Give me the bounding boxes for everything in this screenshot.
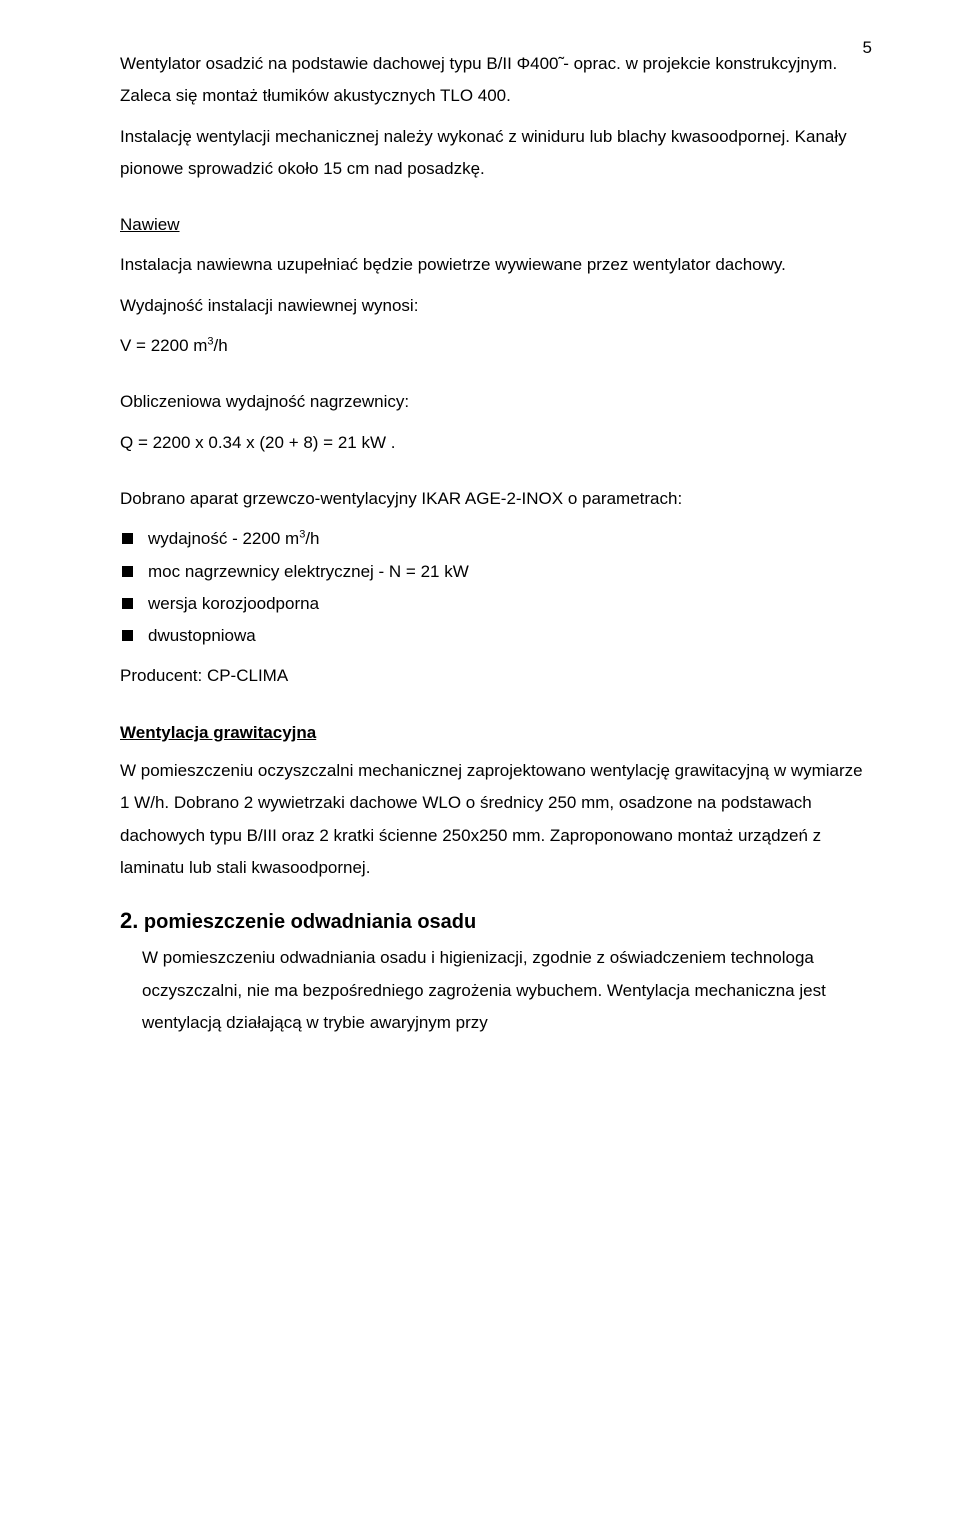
section-2-title: pomieszczenie odwadniania osadu — [138, 911, 476, 933]
nawiew-title: Nawiew — [120, 209, 864, 241]
section-2-block: 2. pomieszczenie odwadniania osadu W pom… — [120, 908, 864, 1039]
grawitacyjna-block: Wentylacja grawitacyjna W pomieszczeniu … — [120, 717, 864, 884]
aparat-bullet-text: moc nagrzewnicy elektrycznej - N = 21 kW — [148, 562, 469, 581]
aparat-bullet-list: wydajność - 2200 m3/h moc nagrzewnicy el… — [120, 523, 864, 652]
aparat-producer: Producent: CP-CLIMA — [120, 660, 864, 692]
aparat-bullet-text: wersja korozjoodporna — [148, 594, 319, 613]
obliczeniowa-block: Obliczeniowa wydajność nagrzewnicy: Q = … — [120, 386, 864, 459]
aparat-bullet: wydajność - 2200 m3/h — [120, 523, 864, 555]
nawiew-paragraph-2: Wydajność instalacji nawiewnej wynosi: — [120, 290, 864, 322]
grawitacyjna-body: W pomieszczeniu oczyszczalni mechaniczne… — [120, 755, 864, 884]
aparat-bullet-suffix: /h — [305, 529, 319, 548]
section-2-body: W pomieszczeniu odwadniania osadu i higi… — [120, 942, 864, 1039]
section-2-heading: 2. pomieszczenie odwadniania osadu — [120, 908, 864, 934]
nawiew-block: Nawiew Instalacja nawiewna uzupełniać bę… — [120, 209, 864, 362]
nawiew-paragraph-1: Instalacja nawiewna uzupełniać będzie po… — [120, 249, 864, 281]
intro-paragraph-2: Instalację wentylacji mechanicznej należ… — [120, 121, 864, 186]
document-page: 5 Wentylator osadzić na podstawie dachow… — [0, 0, 960, 1517]
aparat-bullet-text: wydajność - 2200 m — [148, 529, 299, 548]
nawiew-v-suffix: /h — [214, 336, 228, 355]
intro-block: Wentylator osadzić na podstawie dachowej… — [120, 48, 864, 185]
aparat-bullet: wersja korozjoodporna — [120, 588, 864, 620]
nawiew-value: V = 2200 m3/h — [120, 330, 864, 362]
intro-paragraph-1: Wentylator osadzić na podstawie dachowej… — [120, 48, 864, 113]
aparat-bullet: dwustopniowa — [120, 620, 864, 652]
aparat-bullet: moc nagrzewnicy elektrycznej - N = 21 kW — [120, 556, 864, 588]
obliczeniowa-line-2: Q = 2200 x 0.34 x (20 + 8) = 21 kW . — [120, 427, 864, 459]
page-number: 5 — [863, 38, 872, 58]
obliczeniowa-line-1: Obliczeniowa wydajność nagrzewnicy: — [120, 386, 864, 418]
nawiew-v-prefix: V = 2200 m — [120, 336, 207, 355]
grawitacyjna-title: Wentylacja grawitacyjna — [120, 717, 864, 749]
aparat-block: Dobrano aparat grzewczo-wentylacyjny IKA… — [120, 483, 864, 693]
aparat-bullet-text: dwustopniowa — [148, 626, 256, 645]
section-2-number: 2. — [120, 908, 138, 933]
aparat-intro: Dobrano aparat grzewczo-wentylacyjny IKA… — [120, 483, 864, 515]
